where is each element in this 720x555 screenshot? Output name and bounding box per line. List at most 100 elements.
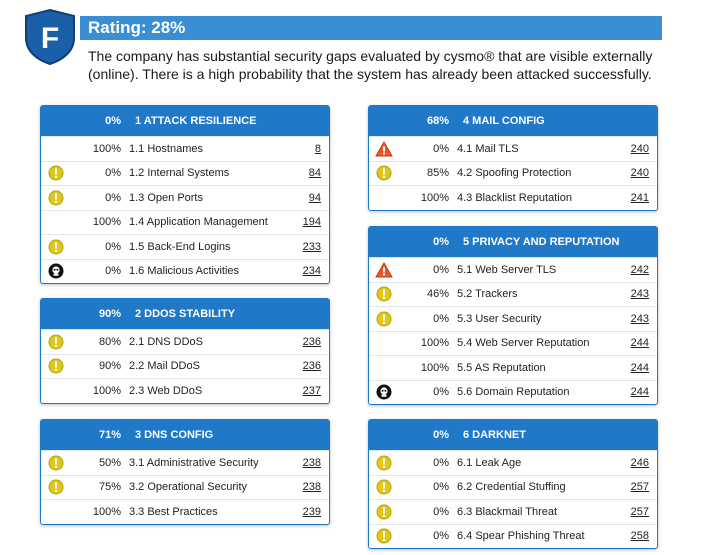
rating-bar: Rating: 28%: [80, 16, 662, 40]
row-label: 5.3 User Security: [457, 312, 542, 325]
page-link[interactable]: 242: [630, 263, 649, 276]
warning-icon: [369, 479, 399, 495]
table-row: 0% 6.3 Blackmail Threat 257: [369, 499, 657, 524]
panel-percent: 68%: [426, 115, 449, 127]
row-label: 5.2 Trackers: [457, 288, 518, 301]
row-label: 5.6 Domain Reputation: [457, 386, 570, 399]
panel-title: 6 DARKNET: [463, 429, 526, 441]
row-percent: 100%: [92, 384, 121, 397]
warning-icon: [369, 455, 399, 471]
page-link[interactable]: 244: [630, 386, 649, 399]
page-link[interactable]: 244: [630, 361, 649, 374]
warning-icon: [41, 165, 71, 181]
panel-percent: 90%: [98, 308, 121, 320]
page-link[interactable]: 240: [630, 167, 649, 180]
table-row: 75% 3.2 Operational Security 238: [41, 474, 329, 500]
row-percent: 0%: [433, 263, 449, 276]
row-percent: 0%: [105, 265, 121, 278]
page-link[interactable]: 233: [302, 240, 321, 253]
row-label: 1.2 Internal Systems: [129, 167, 230, 180]
warning-icon: [369, 286, 399, 302]
row-percent: 100%: [92, 142, 121, 155]
panel-header: 0% 1 ATTACK RESILIENCE: [41, 106, 329, 136]
rating-description: The company has substantial security gap…: [88, 48, 653, 82]
page-link[interactable]: 8: [314, 142, 321, 155]
row-percent: 100%: [92, 505, 121, 518]
panel-percent: 0%: [433, 429, 449, 441]
panel-darknet: 0% 6 DARKNET 0% 6.1 Leak Age 246 0% 6.2 Creden…: [368, 419, 658, 549]
row-label: 1.3 Open Ports: [129, 191, 203, 204]
page-link[interactable]: 239: [302, 505, 321, 518]
row-percent: 0%: [105, 240, 121, 253]
warning-icon: [41, 455, 71, 471]
page-link[interactable]: 236: [302, 360, 321, 373]
row-percent: 0%: [433, 530, 449, 543]
table-row: 0% 4.1 Mail TLS 240: [369, 136, 657, 161]
warning-icon: [369, 311, 399, 327]
page-link[interactable]: 258: [630, 530, 649, 543]
table-row: 0% 6.2 Credential Stuffing 257: [369, 474, 657, 500]
panel-title: 2 DDOS STABILITY: [135, 308, 236, 320]
table-row: 0% 6.4 Spear Phishing Threat 258: [369, 523, 657, 549]
page-link[interactable]: 246: [630, 456, 649, 469]
table-row: 46% 5.2 Trackers 243: [369, 281, 657, 307]
skull-icon: [369, 384, 399, 400]
row-percent: 50%: [98, 456, 121, 469]
panel-header: 0% 5 PRIVACY AND REPUTATION: [369, 227, 657, 257]
table-row: 0% 5.6 Domain Reputation 244: [369, 379, 657, 405]
row-percent: 46%: [426, 288, 449, 301]
table-row: 100% 1.1 Hostnames 8: [41, 136, 329, 161]
page-link[interactable]: 243: [630, 288, 649, 301]
panel-header: 0% 6 DARKNET: [369, 420, 657, 450]
table-row: 85% 4.2 Spoofing Protection 240: [369, 160, 657, 186]
page-link[interactable]: 241: [630, 191, 649, 204]
panel-ddos-stability: 90% 2 DDOS STABILITY 80% 2.1 DNS DDoS 236 90%…: [40, 298, 330, 404]
row-label: 3.2 Operational Security: [129, 481, 248, 494]
table-row: 100% 3.3 Best Practices 239: [41, 499, 329, 524]
row-label: 2.1 DNS DDoS: [129, 335, 203, 348]
page-link[interactable]: 237: [302, 384, 321, 397]
row-percent: 0%: [433, 505, 449, 518]
row-percent: 0%: [105, 167, 121, 180]
table-row: 100% 5.4 Web Server Reputation 244: [369, 330, 657, 356]
logo-letter: F: [41, 22, 59, 55]
table-row: 100% 4.3 Blacklist Reputation 241: [369, 185, 657, 210]
row-label: 5.5 AS Reputation: [457, 361, 546, 374]
panel-title: 3 DNS CONFIG: [135, 429, 214, 441]
page-link[interactable]: 236: [302, 335, 321, 348]
page-link[interactable]: 243: [630, 312, 649, 325]
page-link[interactable]: 240: [630, 142, 649, 155]
page-link[interactable]: 234: [302, 265, 321, 278]
row-percent: 90%: [98, 360, 121, 373]
warning-icon: [369, 165, 399, 181]
panel-percent: 0%: [105, 115, 121, 127]
page-link[interactable]: 238: [302, 481, 321, 494]
row-label: 6.1 Leak Age: [457, 456, 522, 469]
table-row: 0% 5.3 User Security 243: [369, 306, 657, 331]
row-label: 3.1 Administrative Security: [129, 456, 259, 469]
warning-icon: [41, 358, 71, 374]
row-label: 3.3 Best Practices: [129, 505, 218, 518]
row-percent: 0%: [433, 481, 449, 494]
page-link[interactable]: 238: [302, 456, 321, 469]
row-percent: 80%: [98, 335, 121, 348]
row-percent: 0%: [433, 312, 449, 325]
page-link[interactable]: 257: [630, 481, 649, 494]
table-row: 0% 1.5 Back-End Logins 233: [41, 234, 329, 259]
warning-icon: [41, 239, 71, 255]
shield-logo-icon: F: [22, 8, 78, 66]
alert-triangle-icon: [369, 140, 399, 157]
row-label: 2.3 Web DDoS: [129, 384, 203, 397]
page-link[interactable]: 194: [302, 216, 321, 229]
page-link[interactable]: 94: [308, 191, 321, 204]
table-row: 0% 6.1 Leak Age 246: [369, 450, 657, 475]
page-link[interactable]: 244: [630, 337, 649, 350]
panel-title: 1 ATTACK RESILIENCE: [135, 115, 257, 127]
page-link[interactable]: 257: [630, 505, 649, 518]
warning-icon: [369, 528, 399, 544]
rating-title: Rating: 28%: [88, 18, 186, 37]
row-percent: 100%: [420, 337, 449, 350]
page-link[interactable]: 84: [308, 167, 321, 180]
panel-attack-resilience: 0% 1 ATTACK RESILIENCE 100% 1.1 Hostnames 8 0…: [40, 105, 330, 284]
warning-icon: [41, 479, 71, 495]
